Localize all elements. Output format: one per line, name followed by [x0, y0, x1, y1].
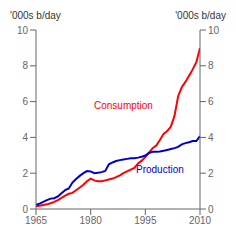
- svg-text:4: 4: [22, 132, 28, 143]
- svg-text:1980: 1980: [80, 215, 103, 226]
- svg-text:8: 8: [22, 60, 28, 71]
- svg-text:Production: Production: [136, 164, 184, 175]
- svg-text:8: 8: [208, 60, 214, 71]
- svg-text:6: 6: [208, 96, 214, 107]
- svg-text:Consumption: Consumption: [94, 100, 153, 111]
- svg-text:10: 10: [208, 25, 220, 36]
- svg-text:6: 6: [22, 96, 28, 107]
- svg-text:1965: 1965: [25, 215, 48, 226]
- svg-text:0: 0: [208, 204, 214, 215]
- html-text:'000s b/day: '000s b/day: [175, 10, 226, 21]
- svg-text:10: 10: [17, 25, 29, 36]
- svg-text:0: 0: [22, 204, 28, 215]
- svg-text:2: 2: [22, 168, 28, 179]
- svg-text:1995: 1995: [134, 215, 157, 226]
- svg-text:4: 4: [208, 132, 214, 143]
- svg-text:2010: 2010: [189, 215, 212, 226]
- html-text:'000s b/day: '000s b/day: [10, 10, 61, 21]
- svg-text:2: 2: [208, 168, 214, 179]
